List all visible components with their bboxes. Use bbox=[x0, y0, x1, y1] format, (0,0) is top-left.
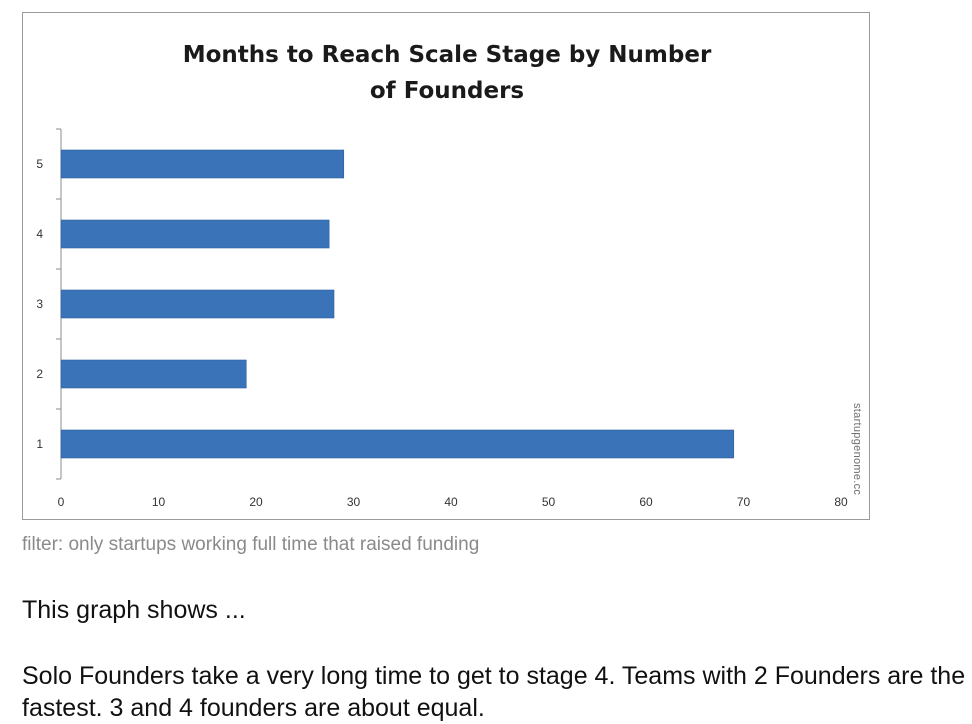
bar-founders-4 bbox=[60, 219, 330, 249]
x-tick-label: 0 bbox=[58, 495, 65, 509]
x-tick-label: 10 bbox=[152, 495, 166, 509]
y-tick-label: 3 bbox=[36, 297, 43, 311]
chart-caption: filter: only startups working full time … bbox=[22, 534, 480, 555]
x-tick-label: 50 bbox=[542, 495, 556, 509]
source-watermark: startupgenome.cc bbox=[851, 403, 863, 496]
bars bbox=[60, 149, 735, 459]
x-tick-label: 40 bbox=[444, 495, 458, 509]
bar-founders-1 bbox=[60, 429, 735, 459]
x-tick-label: 80 bbox=[834, 495, 848, 509]
axes bbox=[56, 128, 62, 480]
x-tick-label: 30 bbox=[347, 495, 361, 509]
x-tick-label: 20 bbox=[249, 495, 263, 509]
y-tick-label: 5 bbox=[36, 157, 43, 171]
chart-frame: 1 2 3 4 5 0 10 20 30 40 50 60 70 80 Months to Reach S… bbox=[22, 12, 870, 520]
chart-title: Months to Reach Scale Stage by Number of… bbox=[182, 42, 712, 104]
y-tick-label: 4 bbox=[36, 227, 43, 241]
intro-text: This graph shows ... bbox=[22, 596, 246, 624]
y-tick-label: 2 bbox=[36, 367, 43, 381]
x-tick-label: 70 bbox=[737, 495, 751, 509]
bar-founders-5 bbox=[60, 149, 345, 179]
x-tick-label: 60 bbox=[639, 495, 653, 509]
y-tick-label: 1 bbox=[36, 437, 43, 451]
bar-founders-3 bbox=[60, 289, 335, 319]
summary-text: Solo Founders take a very long time to g… bbox=[22, 662, 966, 722]
bar-founders-2 bbox=[60, 359, 247, 389]
